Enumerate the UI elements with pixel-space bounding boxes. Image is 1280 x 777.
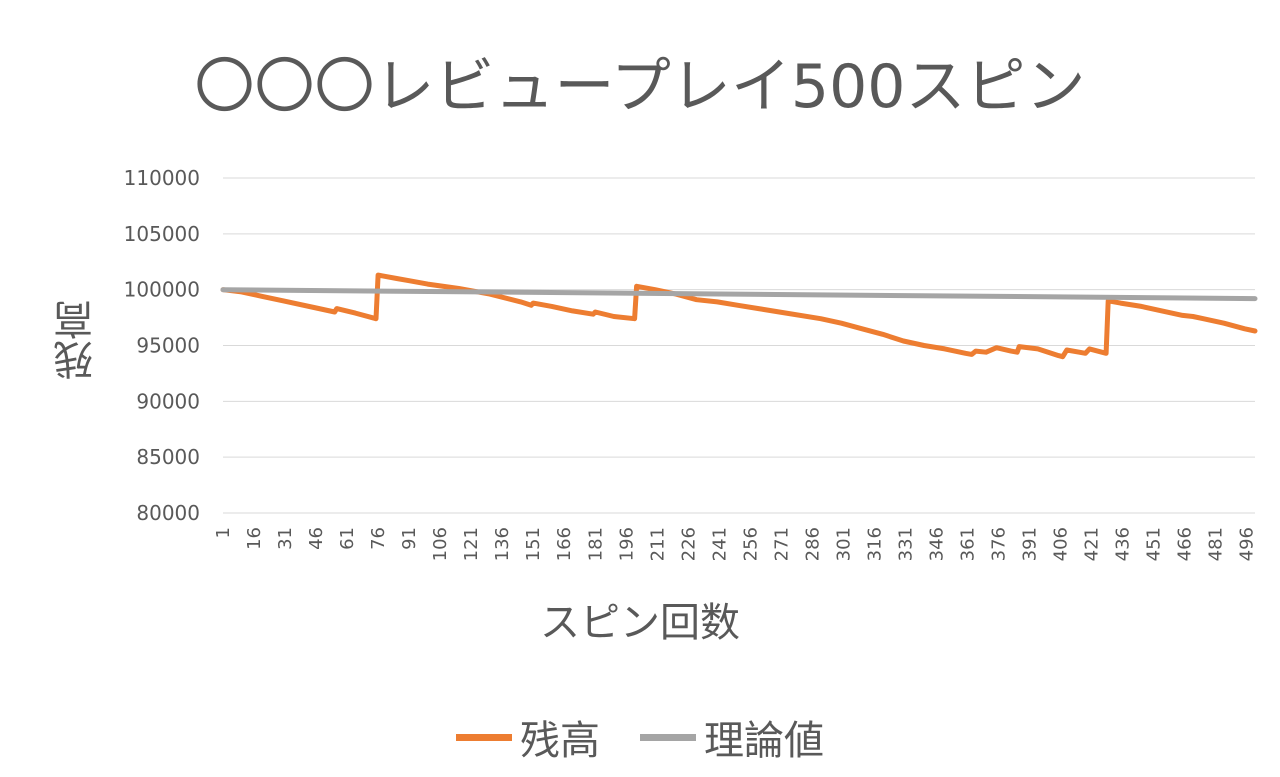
x-tick-label: 76 (368, 527, 389, 550)
x-tick-label: 166 (554, 527, 575, 561)
x-tick-label: 376 (989, 527, 1010, 561)
x-tick-label: 451 (1144, 527, 1165, 561)
x-tick-label: 61 (337, 527, 358, 550)
series-line-balance (220, 272, 1258, 360)
x-tick-label: 346 (927, 527, 948, 561)
x-tick-label: 91 (399, 527, 420, 550)
x-tick-label: 436 (1113, 527, 1134, 561)
x-tick-label: 226 (678, 527, 699, 561)
legend-label-balance: 残高 (520, 718, 600, 764)
x-tick-label: 181 (585, 527, 606, 561)
x-tick-label: 136 (492, 527, 513, 561)
y-axis-title: 残高 (54, 300, 100, 380)
x-tick-label: 31 (275, 527, 296, 550)
y-tick-label: 100000 (124, 278, 200, 302)
legend: 残高 理論値 (0, 708, 1280, 766)
x-tick-label: 241 (709, 527, 730, 561)
x-tick-label: 121 (461, 527, 482, 561)
x-tick-label: 1 (213, 527, 234, 538)
series-line-theoretical (220, 287, 1258, 302)
x-tick-label: 481 (1206, 527, 1227, 561)
x-tick-label: 496 (1237, 527, 1258, 561)
chart-title: 〇〇〇レビュープレイ500スピン (194, 52, 1086, 122)
x-tick-label: 421 (1082, 527, 1103, 561)
y-tick-label: 105000 (124, 222, 200, 246)
y-tick-label: 95000 (136, 334, 200, 358)
x-tick-label: 211 (647, 527, 668, 561)
x-tick-label: 361 (958, 527, 979, 561)
legend-label-theoretical: 理論値 (704, 718, 824, 764)
y-tick-label: 80000 (136, 501, 200, 525)
x-tick-label: 391 (1020, 527, 1041, 561)
x-tick-label: 316 (864, 527, 885, 561)
legend-swatch-balance (456, 733, 512, 741)
y-tick-label: 110000 (124, 166, 200, 190)
x-tick-label: 256 (740, 527, 761, 561)
legend-item-theoretical: 理論値 (640, 708, 824, 766)
y-tick-label: 90000 (136, 389, 200, 413)
x-tick-label: 151 (523, 527, 544, 561)
x-tick-label: 301 (833, 527, 854, 561)
legend-item-balance: 残高 (456, 708, 600, 766)
x-tick-label: 406 (1051, 527, 1072, 561)
legend-swatch-theoretical (640, 733, 696, 741)
x-tick-label: 16 (244, 527, 265, 550)
x-tick-label: 271 (771, 527, 792, 561)
x-tick-label: 286 (802, 527, 823, 561)
x-tick-label: 466 (1175, 527, 1196, 561)
y-tick-label: 85000 (136, 445, 200, 469)
x-tick-label: 46 (306, 527, 327, 550)
x-tick-label: 196 (616, 527, 637, 561)
x-tick-label: 106 (430, 527, 451, 561)
x-axis-title: スピン回数 (540, 600, 740, 646)
x-tick-label: 331 (895, 527, 916, 561)
